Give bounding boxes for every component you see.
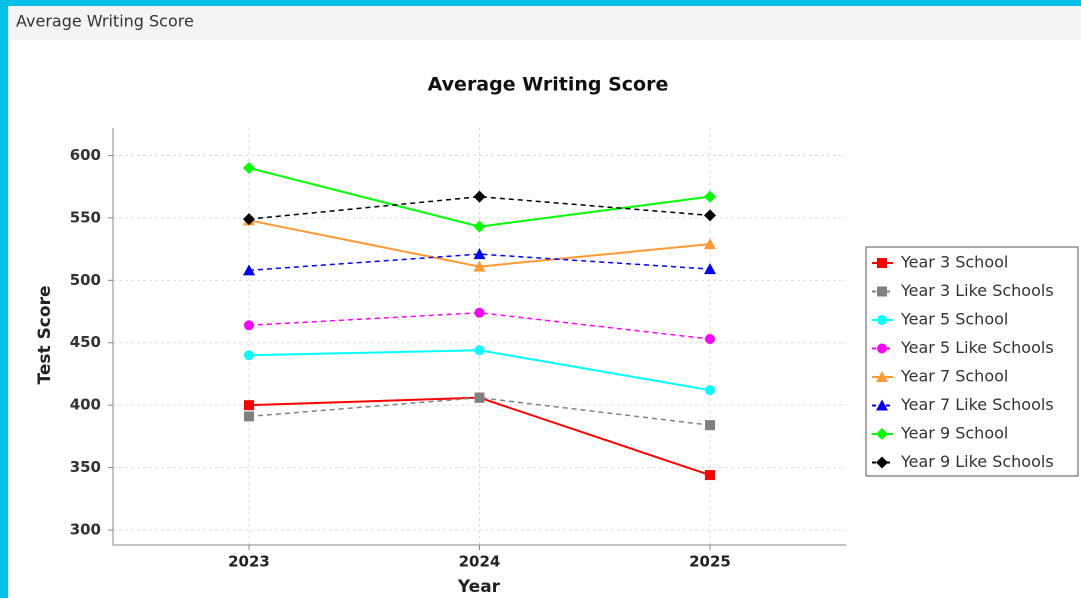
data-point [473,220,486,233]
series-line [248,312,711,340]
y-tick-label: 500 [70,271,101,289]
legend-label: Year 9 School [900,424,1008,443]
data-point [705,333,715,344]
data-point [244,350,254,361]
legend-box [865,246,1079,477]
data-point [704,209,716,222]
x-axis-label: Year [457,577,501,597]
legend-marker [876,456,888,469]
x-tick-label: 2023 [228,553,270,571]
legend-label: Year 5 Like Schools [900,338,1054,357]
legend-label: Year 3 School [900,253,1008,272]
x-tick-label: 2025 [689,553,731,571]
data-point [474,345,485,356]
x-tick-label: 2024 [459,553,501,571]
y-tick-label: 300 [70,521,101,539]
legend-marker [876,428,888,440]
data-point [243,264,255,276]
y-tick-label: 400 [70,396,101,414]
y-tick-label: 450 [70,333,101,351]
data-point [244,320,254,331]
legend-marker [877,315,887,325]
data-point [474,392,485,403]
legend-label: Year 5 School [900,310,1008,329]
data-point [473,260,486,272]
legend-marker [877,258,887,268]
data-point [704,238,716,250]
legend-label: Year 7 School [900,367,1008,386]
y-tick-label: 350 [70,458,101,476]
data-point [704,190,716,203]
data-point [705,470,715,481]
legend-marker [877,286,887,297]
data-point [473,248,486,260]
data-point [473,190,486,203]
data-point [704,263,716,275]
panel-header [8,6,1081,40]
data-point [244,411,254,422]
legend-marker [876,371,888,382]
data-point [243,161,255,174]
y-tick-label: 600 [70,146,101,164]
legend-marker [877,343,887,354]
y-axis-label: Test Score [35,286,55,385]
data-point [705,385,715,396]
chart-title: Average Writing Score [428,74,669,96]
data-point [474,307,485,318]
y-tick-label: 550 [70,208,101,226]
panel-title: Average Writing Score [16,12,194,31]
legend-label: Year 7 Like Schools [900,395,1054,414]
legend-marker [876,399,888,411]
data-point [244,400,254,411]
data-point [243,213,255,226]
legend-label: Year 3 Like Schools [900,281,1054,300]
legend-label: Year 9 Like Schools [900,452,1054,471]
data-point [705,420,715,431]
